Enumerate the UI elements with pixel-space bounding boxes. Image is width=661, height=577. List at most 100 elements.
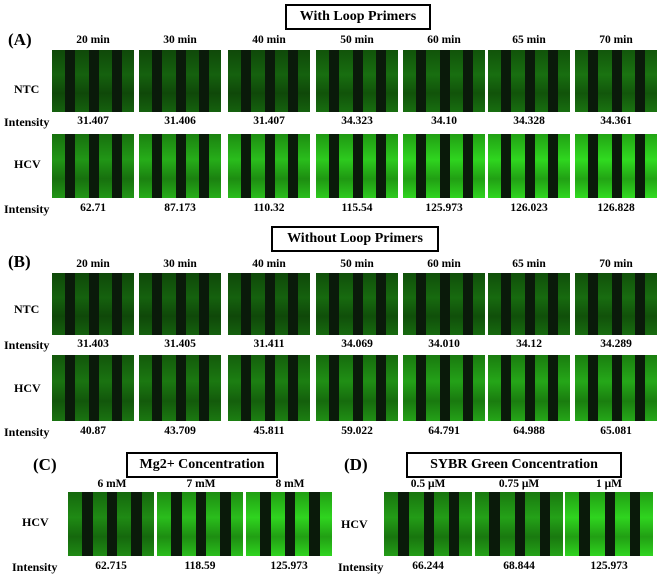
fluorescent-channel [209, 273, 221, 335]
fluorescent-channel [473, 273, 485, 335]
hcv-image-b-3 [316, 355, 398, 421]
fluorescent-channel [386, 134, 398, 198]
fluorescent-channel [298, 355, 310, 421]
fluorescent-channel [98, 273, 113, 335]
fluorescent-channel [500, 492, 515, 556]
fluorescent-channel [230, 492, 243, 556]
mg-conc-label-2: 8 mM [275, 478, 305, 490]
fluorescent-channel [298, 50, 310, 112]
hcv-intensity-b-0: 40.87 [80, 425, 106, 437]
ntc-intensity-b-5: 34.12 [516, 338, 542, 350]
fluorescent-channel [122, 355, 134, 421]
hcv-image-a-3 [316, 134, 398, 198]
fluorescent-channel [185, 50, 200, 112]
fluorescent-channel [621, 273, 636, 335]
fluorescent-channel [621, 50, 636, 112]
sybr-conc-label-0: 0.5 μM [410, 478, 446, 490]
ntc-label-b: NTC [14, 302, 40, 316]
hcv-label-a: HCV [14, 157, 41, 171]
time-label-a-0: 20 min [76, 34, 110, 46]
sybr-conc-label-2: 1 μM [596, 478, 622, 490]
hcv-image-b-6 [575, 355, 657, 421]
fluorescent-channel [209, 355, 221, 421]
fluorescent-channel [449, 134, 464, 198]
intensity-label-b-hcv: Intensity [4, 425, 50, 439]
fluorescent-channel [386, 50, 398, 112]
fluorescent-channel [565, 492, 580, 556]
hcv-image-a-1 [139, 134, 221, 198]
fluorescent-channel [558, 134, 570, 198]
ntc-image-a-1 [139, 50, 221, 112]
ntc-image-b-1 [139, 273, 221, 335]
ntc-intensity-b-0: 31.403 [77, 338, 109, 350]
fluorescent-channel [228, 134, 242, 198]
fluorescent-channel [645, 134, 657, 198]
fluorescent-channel [52, 355, 66, 421]
fluorescent-channel [575, 355, 589, 421]
fluorescent-channel [162, 273, 176, 335]
fluorescent-channel [98, 355, 113, 421]
hcv-intensity-a-2: 110.32 [253, 202, 285, 214]
fluorescent-channel [459, 492, 472, 556]
ntc-intensity-b-4: 34.010 [428, 338, 460, 350]
fluorescent-channel [434, 492, 449, 556]
fluorescent-channel [362, 50, 377, 112]
mg-conc-label-0: 6 mM [97, 478, 127, 490]
mg-intensity-0: 62.715 [95, 560, 127, 572]
ntc-image-b-4 [403, 273, 485, 335]
hcv-intensity-a-6: 126.828 [597, 202, 635, 214]
ntc-intensity-b-2: 31.411 [253, 338, 285, 350]
fluorescent-channel [122, 50, 134, 112]
sybr-intensity-2: 125.973 [590, 560, 628, 572]
fluorescent-channel [511, 50, 525, 112]
fluorescent-channel [575, 134, 589, 198]
time-label-a-1: 30 min [163, 34, 197, 46]
fluorescent-channel [362, 134, 377, 198]
fluorescent-channel [157, 492, 172, 556]
hcv-image-a-4 [403, 134, 485, 198]
fluorescent-channel [558, 355, 570, 421]
fluorescent-channel [139, 50, 153, 112]
sybr-intensity-0: 66.244 [412, 560, 444, 572]
sybr-intensity-1: 68.844 [503, 560, 535, 572]
fluorescent-channel [621, 355, 636, 421]
section-c-title: Mg2+ Concentration [126, 452, 278, 478]
fluorescent-channel [295, 492, 310, 556]
ntc-intensity-b-6: 34.289 [600, 338, 632, 350]
fluorescent-channel [185, 273, 200, 335]
fluorescent-channel [68, 492, 83, 556]
hcv-intensity-a-5: 126.023 [510, 202, 548, 214]
fluorescent-channel [362, 273, 377, 335]
hcv-intensity-a-3: 115.54 [341, 202, 373, 214]
fluorescent-channel [274, 50, 289, 112]
fluorescent-channel [117, 492, 132, 556]
ntc-intensity-a-6: 34.361 [600, 115, 632, 127]
panel-b-letter: (B) [8, 252, 31, 271]
mg-intensity-2: 125.973 [270, 560, 308, 572]
fluorescent-channel [270, 492, 285, 556]
fluorescent-channel [139, 355, 153, 421]
fluorescent-channel [274, 355, 289, 421]
fluorescent-channel [403, 134, 417, 198]
ntc-label-a: NTC [14, 82, 40, 96]
fluorescent-channel [384, 492, 399, 556]
fluorescent-channel [162, 50, 176, 112]
fluorescent-channel [534, 134, 549, 198]
fluorescent-channel [52, 273, 66, 335]
fluorescent-channel [209, 134, 221, 198]
time-label-b-6: 70 min [599, 258, 633, 270]
fluorescent-channel [206, 492, 221, 556]
time-label-a-3: 50 min [340, 34, 374, 46]
fluorescent-channel [449, 273, 464, 335]
fluorescent-channel [621, 134, 636, 198]
hcv-intensity-a-4: 125.973 [425, 202, 463, 214]
fluorescent-channel [251, 134, 265, 198]
ntc-intensity-b-1: 31.405 [164, 338, 196, 350]
hcv-image-a-0 [52, 134, 134, 198]
fluorescent-channel [139, 273, 153, 335]
time-label-b-1: 30 min [163, 258, 197, 270]
fluorescent-channel [426, 50, 440, 112]
fluorescent-channel [92, 492, 107, 556]
fluorescent-channel [403, 50, 417, 112]
ntc-image-b-0 [52, 273, 134, 335]
